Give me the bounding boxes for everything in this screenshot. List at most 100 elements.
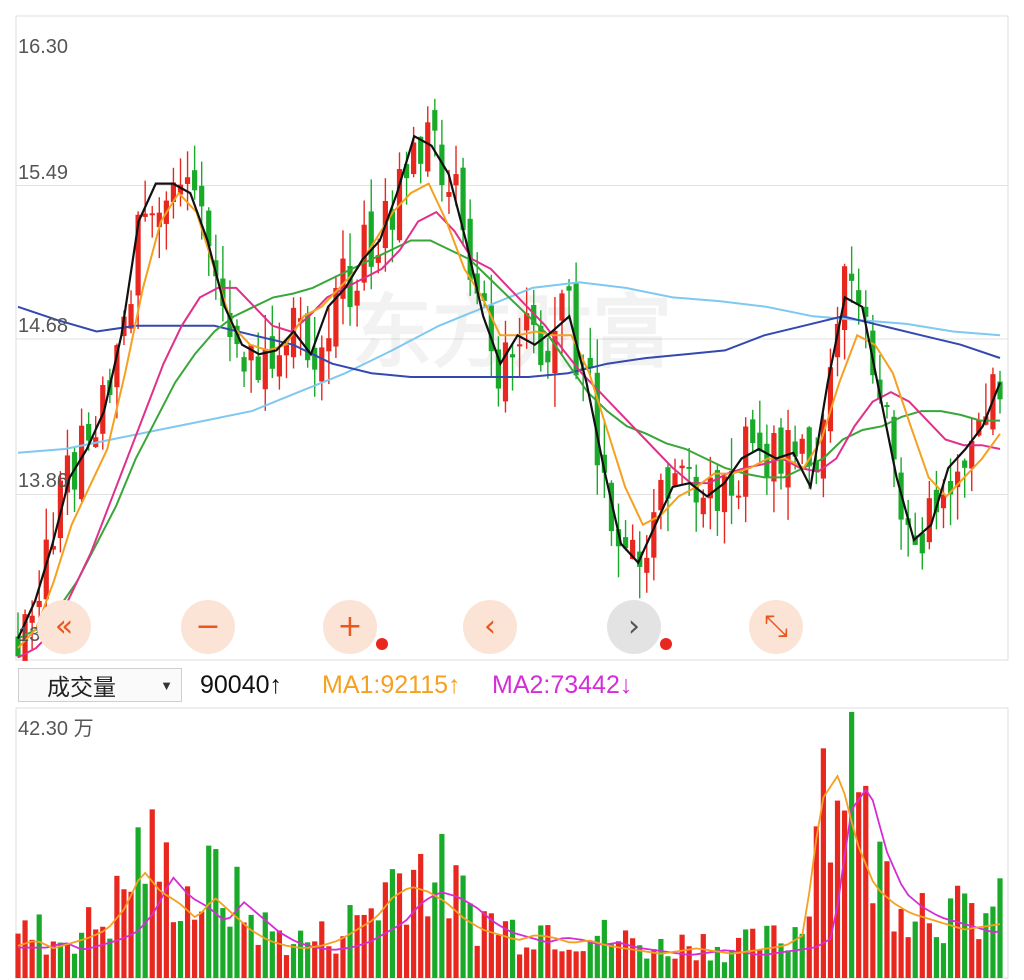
volume-bar: [333, 953, 339, 978]
volume-bar: [50, 941, 56, 978]
candle-body: [425, 122, 431, 172]
volume-bar: [481, 911, 487, 978]
volume-bar: [234, 866, 240, 978]
candle-body: [248, 344, 254, 361]
candle-body: [149, 213, 155, 216]
candle-body: [863, 306, 869, 317]
volume-bar: [644, 958, 650, 978]
double-left-icon[interactable]: «: [37, 600, 91, 654]
volume-bar: [856, 792, 862, 978]
candle-body: [693, 476, 699, 503]
volume-bar: [184, 886, 191, 978]
candle-body: [721, 476, 728, 513]
candle-body: [700, 497, 706, 515]
candle-body: [686, 466, 692, 469]
candle-body: [403, 164, 410, 179]
candle-body: [792, 441, 798, 457]
volume-bar: [884, 861, 890, 978]
candle-body: [644, 557, 650, 573]
candle-body: [884, 405, 890, 408]
candle-body: [545, 350, 551, 363]
volume-bar: [764, 925, 770, 978]
volume-bar: [679, 934, 685, 978]
volume-bar: [78, 932, 85, 978]
candle-body: [728, 471, 735, 496]
volume-current: 90040↑: [200, 671, 283, 699]
volume-bar: [36, 914, 42, 978]
candle-body: [969, 440, 975, 469]
volume-bar: [615, 941, 622, 978]
candle-body: [206, 210, 212, 247]
ma-line-ma_magenta: [17, 210, 1001, 659]
volume-bar: [559, 951, 565, 978]
volume-bar: [248, 914, 254, 978]
next-icon[interactable]: ›: [607, 600, 661, 654]
volume-bar: [135, 827, 141, 978]
volume-bar: [241, 922, 247, 978]
candle-body: [22, 614, 28, 661]
red-dot-indicator: [376, 638, 388, 650]
candle-body: [976, 419, 982, 436]
volume-bar: [43, 954, 49, 978]
volume-bar: [665, 956, 671, 978]
candle-body: [587, 357, 593, 369]
volume-bar: [870, 903, 876, 978]
zoom-out-icon[interactable]: −: [181, 600, 235, 654]
volume-bar: [580, 951, 586, 978]
volume-bar: [849, 711, 855, 978]
volume-bar: [806, 916, 812, 978]
volume-bar: [531, 949, 537, 978]
candle-body: [128, 304, 134, 329]
candle-body: [594, 372, 600, 466]
volume-bar: [877, 841, 883, 978]
volume-bar: [206, 845, 212, 978]
volume-bar: [545, 925, 551, 978]
volume-bar: [990, 906, 996, 978]
candle-body: [658, 479, 664, 511]
candle-body: [411, 142, 417, 174]
volume-bar: [170, 922, 177, 978]
volume-bar: [114, 875, 120, 978]
volume-bar: [86, 907, 92, 978]
candle-body: [326, 338, 332, 352]
candle-body: [955, 471, 961, 488]
candle-body: [820, 419, 826, 479]
volume-bar: [757, 949, 763, 978]
volume-bar: [460, 875, 466, 978]
candle-body: [312, 347, 318, 370]
indicator-dropdown[interactable]: 成交量 ▼: [18, 668, 182, 702]
volume-bar: [276, 930, 282, 978]
candle-body: [601, 454, 607, 473]
volume-bar: [516, 954, 523, 978]
candle-body: [156, 212, 162, 228]
candle-body: [509, 354, 516, 358]
candle-body: [446, 192, 452, 197]
volume-bar: [827, 862, 834, 978]
candle-body: [241, 357, 247, 372]
candle-body: [856, 290, 862, 305]
candle-body: [834, 323, 841, 358]
candle-body: [333, 287, 339, 347]
candle-body: [269, 336, 275, 369]
volume-bar: [552, 949, 558, 978]
candle-body: [870, 330, 876, 376]
candle-body: [849, 273, 855, 281]
volume-bar: [502, 921, 509, 978]
candle-body: [750, 419, 756, 444]
candle-body: [220, 278, 226, 306]
volume-bar: [453, 865, 459, 978]
candle-body: [29, 615, 35, 623]
candle-body: [630, 539, 636, 559]
candle-body: [305, 313, 311, 361]
fullscreen-icon[interactable]: ⤡: [749, 600, 803, 654]
prev-icon[interactable]: ‹: [463, 600, 517, 654]
volume-bar: [283, 955, 290, 978]
zoom-in-icon[interactable]: +: [323, 600, 377, 654]
candle-body: [432, 110, 438, 131]
ma-line-ma_orange: [17, 182, 1001, 649]
volume-bar: [375, 920, 381, 978]
caret-down-icon: ▼: [160, 677, 173, 693]
volume-bar: [305, 942, 311, 978]
candle-body: [926, 498, 932, 543]
